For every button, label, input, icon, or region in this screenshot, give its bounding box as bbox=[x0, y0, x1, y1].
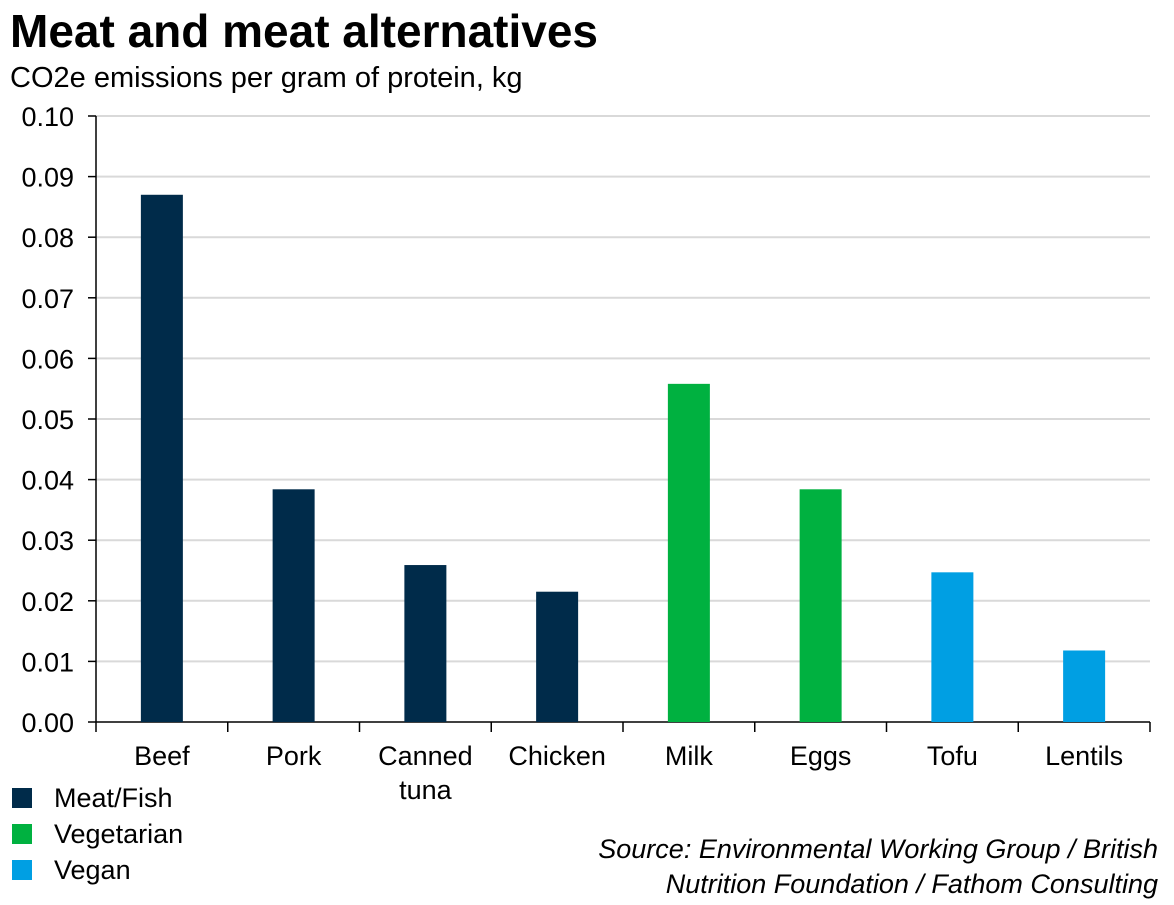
x-tick-label: Canned tuna bbox=[378, 741, 473, 805]
x-tick-label-line: Pork bbox=[266, 741, 322, 771]
chart-title: Meat and meat alternatives bbox=[10, 5, 599, 57]
y-tick-label: 0.10 bbox=[21, 102, 74, 132]
legend-swatch-vegetarian bbox=[12, 824, 32, 844]
source-line-1: Source: Environmental Working Group / Br… bbox=[598, 834, 1158, 864]
legend-swatch-vegan bbox=[12, 860, 32, 880]
x-tick-label: Lentils bbox=[1045, 741, 1123, 771]
legend-item-vegan: Vegan bbox=[12, 852, 183, 888]
y-tick-label: 0.01 bbox=[21, 647, 74, 677]
x-tick-label: Milk bbox=[665, 741, 713, 771]
x-tick-label: Pork bbox=[266, 741, 322, 771]
y-tick-label: 0.08 bbox=[21, 223, 74, 253]
y-tick-label: 0.09 bbox=[21, 163, 74, 193]
legend-swatch-meat-fish bbox=[12, 788, 32, 808]
x-tick-label-line: tuna bbox=[399, 775, 453, 805]
bar-lentils bbox=[1063, 650, 1106, 722]
chart-subtitle: CO2e emissions per gram of protein, kg bbox=[10, 62, 523, 94]
y-tick-label: 0.05 bbox=[21, 405, 74, 435]
bar-canned-tuna bbox=[404, 565, 447, 722]
legend-item-vegetarian: Vegetarian bbox=[12, 816, 183, 852]
x-tick-label: Tofu bbox=[927, 741, 978, 771]
bar-pork bbox=[272, 489, 315, 722]
x-tick-label-line: Chicken bbox=[508, 741, 606, 771]
y-tick-label: 0.07 bbox=[21, 284, 74, 314]
x-tick-label-line: Canned bbox=[378, 741, 473, 771]
bar-tofu bbox=[931, 572, 974, 722]
x-tick-label-line: Milk bbox=[665, 741, 713, 771]
x-tick-label-line: Lentils bbox=[1045, 741, 1123, 771]
bar-chicken bbox=[536, 591, 579, 722]
x-tick-label-line: Tofu bbox=[927, 741, 978, 771]
legend: Meat/Fish Vegetarian Vegan bbox=[12, 780, 183, 888]
y-tick-label: 0.04 bbox=[21, 466, 74, 496]
source-line-2: Nutrition Foundation / Fathom Consulting bbox=[665, 869, 1158, 899]
legend-item-meat-fish: Meat/Fish bbox=[12, 780, 183, 816]
x-tick-label: Chicken bbox=[508, 741, 606, 771]
source-note: Source: Environmental Working Group / Br… bbox=[598, 832, 1158, 902]
bar-milk bbox=[667, 383, 710, 722]
legend-label-vegan: Vegan bbox=[54, 854, 131, 885]
y-tick-label: 0.02 bbox=[21, 587, 74, 617]
y-tick-label: 0.00 bbox=[21, 708, 74, 738]
x-tick-label: Eggs bbox=[790, 741, 852, 771]
y-tick-label: 0.06 bbox=[21, 344, 74, 374]
x-tick-label-line: Eggs bbox=[790, 741, 852, 771]
x-tick-label-line: Beef bbox=[134, 741, 190, 771]
bar-beef bbox=[140, 194, 183, 722]
legend-label-vegetarian: Vegetarian bbox=[54, 818, 184, 849]
y-tick-label: 0.03 bbox=[21, 526, 74, 556]
legend-label-meat-fish: Meat/Fish bbox=[54, 782, 173, 813]
bar-eggs bbox=[799, 489, 842, 722]
x-tick-label: Beef bbox=[134, 741, 190, 771]
